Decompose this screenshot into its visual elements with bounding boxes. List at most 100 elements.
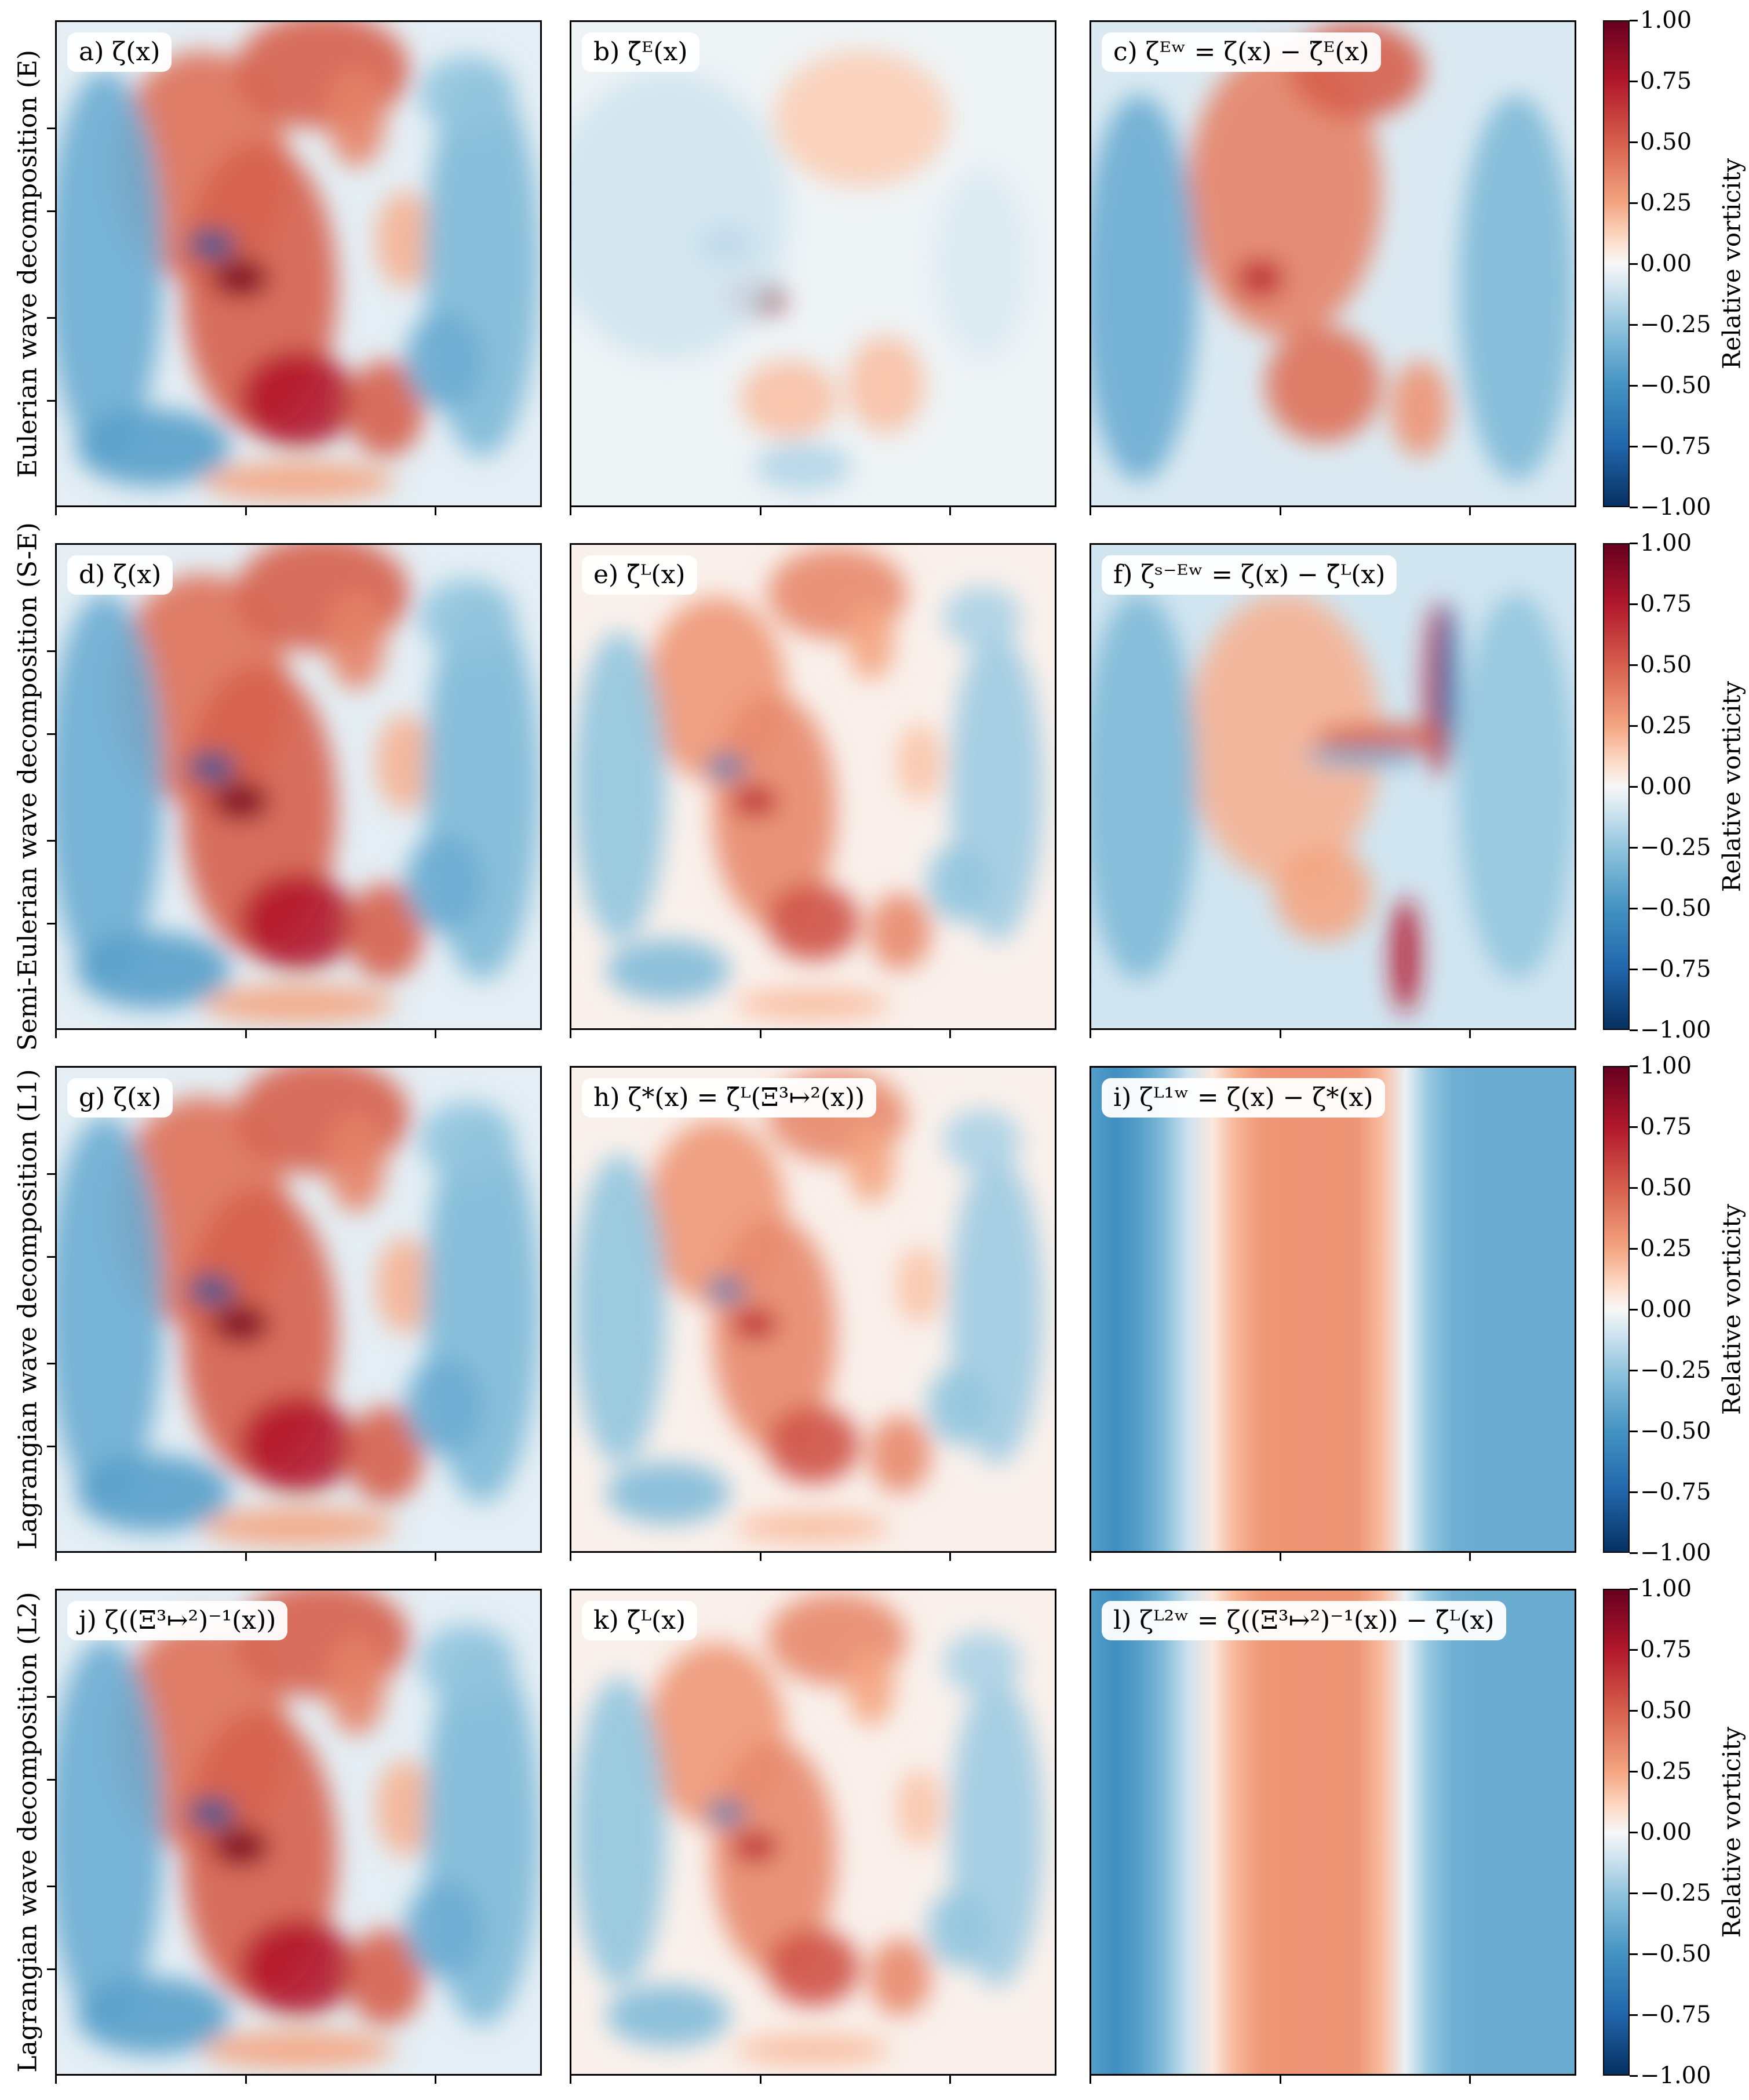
vorticity-feature [211,1827,269,1866]
vorticity-feature [240,1919,357,2016]
colorbar-tick-label: −1.00 [1640,1539,1711,1566]
colorbar-tick-label: 0.50 [1640,129,1692,155]
colorbar-tick [1630,1649,1638,1651]
x-tick [949,2076,952,2084]
vorticity-feature [202,2030,395,2069]
colorbar-tick-label: −0.50 [1640,1418,1711,1444]
vorticity-feature [419,56,516,133]
vorticity-feature [1313,723,1449,753]
vorticity-field [571,22,1055,505]
vorticity-field [571,1591,1055,2074]
colorbar-tick-label: −0.75 [1640,2001,1711,2028]
y-tick [47,210,55,212]
colorbar-tick [1630,847,1638,849]
vorticity-feature [735,1511,891,1542]
colorbar-tick [1630,1431,1638,1432]
x-tick [1090,1553,1091,1561]
vorticity-feature [869,1938,931,2016]
vorticity-feature [735,988,891,1020]
x-tick [759,507,761,515]
colorbar-tick [1630,1710,1638,1712]
x-tick [949,1030,952,1038]
y-tick [47,840,55,842]
heatmap-panel: i) ζᴸ¹ʷ = ζ(x) − ζ*(x) [1090,1066,1576,1553]
colorbar-tick [1630,1370,1638,1371]
vorticity-feature [1187,593,1382,883]
vorticity-feature [896,1769,943,1847]
vorticity-feature [1236,259,1285,298]
vorticity-feature [376,714,434,811]
colorbar-tick [1630,141,1638,143]
vorticity-field [57,22,540,505]
colorbar-tick-label: −0.25 [1640,311,1711,338]
colorbar-tick [1630,1187,1638,1189]
vorticity-field [571,1068,1055,1551]
colorbar-tick-label: 1.00 [1640,530,1692,556]
colorbar-tick-label: 0.00 [1640,1819,1692,1846]
x-tick [949,1553,952,1561]
colorbar-tick [1630,1248,1638,1250]
vorticity-feature [211,781,269,821]
colorbar-tick [1630,1771,1638,1773]
colorbar [1603,543,1630,1030]
vorticity-field [1091,22,1575,505]
vorticity-feature [187,230,236,259]
colorbar-tick [1630,1126,1638,1128]
vorticity-feature [766,1928,860,2007]
vorticity-feature [606,1462,730,1524]
colorbar-tick-label: 1.00 [1640,1053,1692,1079]
colorbar-tick-label: 0.75 [1640,68,1692,94]
vorticity-feature [76,931,231,1009]
x-tick [245,2076,247,2084]
vorticity-feature [327,1639,386,1736]
colorbar-label-text: Relative vorticity [1717,680,1746,893]
panel-label: c) ζᴱʷ = ζ(x) − ζ̄ᴱ(x) [1102,32,1381,72]
vorticity-feature [573,1155,666,1464]
colorbar-tick-label: −0.75 [1640,433,1711,460]
colorbar-tick-label: 0.75 [1640,591,1692,617]
y-tick [47,733,55,735]
colorbar-tick [1630,1491,1638,1493]
x-tick [570,1030,571,1038]
y-tick [47,1173,55,1175]
vorticity-feature [943,586,1021,649]
colorbar-tick-label: 0.00 [1640,773,1692,800]
heatmap-panel: b) ζ̄ᴱ(x) [570,20,1056,507]
y-tick [47,127,55,129]
x-tick [1469,1553,1471,1561]
vorticity-feature [240,351,357,447]
vorticity-feature [755,442,852,491]
x-tick [1279,2076,1281,2084]
colorbar-tick [1630,786,1638,788]
colorbar-tick [1630,2075,1638,2077]
colorbar-tick-label: 0.00 [1640,1296,1692,1323]
vorticity-feature [57,70,163,457]
vorticity-feature [347,360,424,457]
vorticity-feature [376,1236,434,1334]
vorticity-feature [187,752,236,782]
x-tick [245,507,247,515]
vorticity-feature [706,755,746,779]
x-tick [435,1030,437,1038]
colorbar-tick-label: 0.00 [1640,250,1692,277]
vorticity-feature [76,1977,231,2055]
vorticity-feature [405,1357,482,1455]
colorbar [1603,20,1630,507]
colorbar-tick [1630,969,1638,970]
vorticity-field [57,545,540,1028]
colorbar-tick-label: 0.25 [1640,1758,1692,1785]
x-tick [55,507,57,515]
colorbar-tick [1630,1832,1638,1833]
heatmap-panel: e) ζ̄ᴸ(x) [570,543,1056,1030]
vorticity-field [1091,1591,1575,2074]
vorticity-feature [573,1677,666,1987]
panel-label: k) ζ̄ᴸ(x) [582,1601,698,1641]
vorticity-feature [571,70,789,361]
y-tick [47,1968,55,1971]
vorticity-feature [712,694,837,927]
colorbar-tick [1630,1029,1638,1031]
vorticity-feature [211,1304,269,1344]
colorbar-tick [1630,1552,1638,1554]
colorbar-tick-label: −1.00 [1640,2062,1711,2089]
y-tick [47,317,55,319]
